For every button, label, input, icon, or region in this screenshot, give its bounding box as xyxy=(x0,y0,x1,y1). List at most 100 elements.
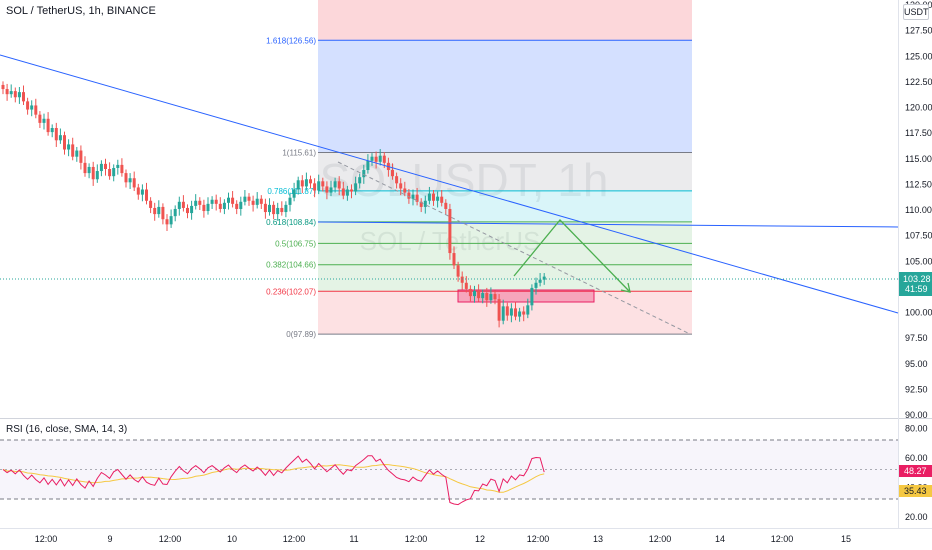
time-axis[interactable]: 12:00 9 12:00 10 12:00 11 12:00 12 12:00 13 12:00 1… xyxy=(35,534,851,544)
time-tick-label: 11 xyxy=(349,534,358,544)
candle-body xyxy=(108,169,112,177)
candle-body xyxy=(1,84,5,90)
candle-body xyxy=(145,189,148,201)
candle-body xyxy=(165,219,169,225)
fib-zone xyxy=(318,243,692,265)
candle-body xyxy=(374,156,378,162)
price-tick-label: 117.50 xyxy=(905,128,932,138)
candle-body xyxy=(13,91,17,98)
time-tick-label: 9 xyxy=(107,534,112,544)
candle-body xyxy=(350,189,353,192)
candle-body xyxy=(518,311,522,317)
candle-body xyxy=(481,293,485,299)
rsi-value-tag xyxy=(899,465,932,477)
time-tick-label: 12:00 xyxy=(405,534,428,544)
candle-body xyxy=(514,308,517,317)
candle-body xyxy=(83,162,87,174)
candle-body xyxy=(333,181,337,188)
candle-body xyxy=(300,180,304,187)
candle-body xyxy=(534,282,538,288)
currency-unit-button[interactable]: USDT xyxy=(903,4,929,20)
candle-body xyxy=(54,128,58,141)
candle-body xyxy=(526,305,530,315)
candle-body xyxy=(440,196,444,203)
candle-body xyxy=(321,181,325,187)
candle-body xyxy=(337,181,341,189)
rsi-band xyxy=(0,440,898,499)
candle-body xyxy=(280,207,284,213)
candle-body xyxy=(50,128,54,133)
candle-body xyxy=(95,171,99,180)
fib-level-label: 1.618(126.56) xyxy=(266,36,316,45)
candle-body xyxy=(427,193,431,201)
candle-body xyxy=(509,308,513,316)
candle-body xyxy=(227,197,230,203)
candle-body xyxy=(202,204,206,212)
descending-trendline[interactable] xyxy=(0,54,899,314)
candle-body xyxy=(231,197,235,204)
time-tick-label: 12:00 xyxy=(649,534,672,544)
rsi-legend[interactable]: RSI (16, close, SMA, 14, 3) xyxy=(6,424,128,435)
candle-body xyxy=(276,207,280,215)
candle-body xyxy=(99,163,103,172)
candle-body xyxy=(34,105,38,115)
candle-body xyxy=(296,180,300,190)
price-tick-label: 92.50 xyxy=(905,384,928,394)
candle-body xyxy=(304,179,308,187)
price-tick-label: 100.00 xyxy=(905,308,932,318)
candle-body xyxy=(22,92,25,102)
rsi-ma-value-tag xyxy=(899,485,932,497)
fib-level-label: 0.5(106.75) xyxy=(275,239,316,248)
horizontal-resistance-line[interactable] xyxy=(317,221,899,228)
projection-path[interactable] xyxy=(513,219,631,293)
rsi-tick-label: 20.00 xyxy=(905,512,928,522)
candle-body xyxy=(473,290,476,297)
candle-body xyxy=(317,181,321,191)
candle-body xyxy=(411,194,415,199)
candle-body xyxy=(288,197,292,205)
candle-body xyxy=(149,200,153,208)
candle-body xyxy=(255,198,259,205)
candle-body xyxy=(395,176,399,184)
fib-retracement[interactable]: 1.618(126.56) 1(115.61) 0.786(111.87) 0.618… xyxy=(266,0,692,339)
candle-body xyxy=(309,179,312,184)
rsi-ma-value: 35.43 xyxy=(904,486,927,496)
price-countdown: 41:59 xyxy=(905,284,928,294)
candle-body xyxy=(67,144,71,150)
price-tick-label: 105.00 xyxy=(905,256,932,266)
candle-body xyxy=(218,203,222,209)
rsi-value: 48.27 xyxy=(904,466,927,476)
rsi-pane[interactable] xyxy=(0,419,898,528)
candle-body xyxy=(530,287,534,306)
time-tick-label: 14 xyxy=(715,534,725,544)
candle-body xyxy=(358,177,362,184)
candle-body xyxy=(485,293,489,301)
dashed-projection-line[interactable] xyxy=(337,161,691,335)
price-tick-label: 97.50 xyxy=(905,333,928,343)
candle-body xyxy=(415,194,419,202)
fib-level-label: 0.786(111.87) xyxy=(267,187,316,196)
candle-body xyxy=(329,187,333,193)
price-tick-label: 125.00 xyxy=(905,51,932,61)
candle-body xyxy=(120,164,124,174)
candle-body xyxy=(538,279,542,283)
candle-body xyxy=(177,201,181,209)
price-tick-label: 120.00 xyxy=(905,103,932,113)
candle-body xyxy=(169,216,173,225)
time-tick-label: 12:00 xyxy=(527,534,550,544)
symbol-header[interactable]: SOL / TetherUS, 1h, BINANCE xyxy=(6,5,156,17)
candle-body xyxy=(448,208,452,254)
candle-body xyxy=(75,150,79,157)
candle-body xyxy=(456,265,460,277)
candle-body xyxy=(46,118,50,133)
price-tick-label: 115.00 xyxy=(905,154,932,164)
fib-level-label: 0.618(108.84) xyxy=(266,218,316,227)
candle-body xyxy=(341,188,345,196)
candle-body xyxy=(235,203,239,209)
fib-level-label: 1(115.61) xyxy=(282,148,316,157)
candle-body xyxy=(124,173,128,183)
rsi-tick-label: 60.00 xyxy=(905,453,928,463)
candle-body xyxy=(325,186,329,193)
price-axis[interactable]: 130.00127.50125.00122.50120.00117.50115.… xyxy=(905,0,932,420)
